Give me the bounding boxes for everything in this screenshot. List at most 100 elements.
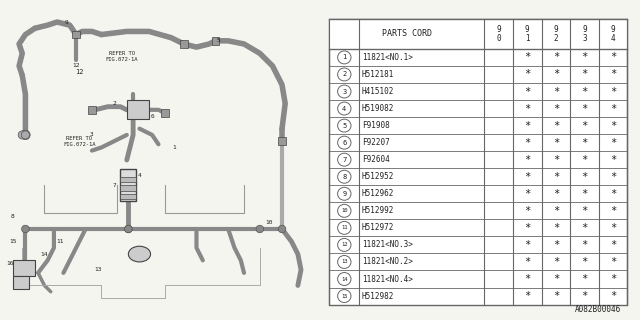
- Text: *: *: [610, 257, 616, 267]
- Text: *: *: [610, 240, 616, 250]
- Text: 10: 10: [266, 220, 273, 225]
- Circle shape: [338, 68, 351, 81]
- Text: *: *: [553, 291, 559, 301]
- Text: *: *: [553, 52, 559, 62]
- Text: *: *: [524, 291, 531, 301]
- Text: 9
0: 9 0: [497, 25, 501, 43]
- Text: 7: 7: [112, 183, 116, 188]
- Text: *: *: [553, 138, 559, 148]
- Text: *: *: [553, 189, 559, 199]
- Circle shape: [125, 225, 132, 233]
- Text: *: *: [524, 206, 531, 216]
- Text: *: *: [610, 223, 616, 233]
- Text: *: *: [553, 257, 559, 267]
- Circle shape: [22, 225, 29, 233]
- Text: *: *: [524, 104, 531, 114]
- Text: 11: 11: [341, 225, 348, 230]
- Text: 2: 2: [342, 71, 346, 77]
- Text: 11821<NO.3>: 11821<NO.3>: [362, 240, 413, 249]
- Bar: [212, 37, 220, 44]
- Text: 11: 11: [56, 239, 64, 244]
- Bar: [120, 169, 136, 201]
- Text: *: *: [553, 69, 559, 79]
- Text: *: *: [581, 52, 588, 62]
- Text: 14: 14: [341, 276, 348, 282]
- Text: F92207: F92207: [362, 138, 389, 147]
- Text: 9
3: 9 3: [582, 25, 587, 43]
- Text: *: *: [553, 223, 559, 233]
- Text: *: *: [581, 155, 588, 165]
- Text: *: *: [553, 240, 559, 250]
- Text: 7: 7: [342, 157, 346, 163]
- Text: *: *: [581, 240, 588, 250]
- Text: 3: 3: [342, 89, 346, 94]
- Circle shape: [125, 225, 132, 233]
- Text: *: *: [610, 274, 616, 284]
- Text: *: *: [581, 69, 588, 79]
- Circle shape: [21, 131, 29, 139]
- Text: 4: 4: [138, 173, 141, 178]
- Text: *: *: [553, 121, 559, 131]
- Text: *: *: [610, 138, 616, 148]
- Circle shape: [338, 221, 351, 234]
- Text: 15: 15: [9, 239, 17, 244]
- Text: *: *: [581, 274, 588, 284]
- Text: 6: 6: [150, 114, 154, 119]
- Circle shape: [338, 238, 351, 252]
- Text: *: *: [524, 189, 531, 199]
- Text: *: *: [610, 69, 616, 79]
- Text: 4: 4: [342, 106, 346, 112]
- Text: *: *: [581, 257, 588, 267]
- Text: 12: 12: [341, 243, 348, 247]
- Text: *: *: [610, 121, 616, 131]
- Text: REFER TO
FIG.072-1A: REFER TO FIG.072-1A: [106, 51, 138, 62]
- Circle shape: [338, 119, 351, 132]
- Text: 11821<NO.4>: 11821<NO.4>: [362, 275, 413, 284]
- Circle shape: [338, 204, 351, 217]
- Bar: [330, 19, 627, 49]
- Text: *: *: [610, 104, 616, 114]
- Text: *: *: [581, 172, 588, 182]
- Text: 12: 12: [72, 63, 80, 68]
- Bar: [161, 109, 168, 117]
- Circle shape: [338, 51, 351, 64]
- Text: *: *: [581, 206, 588, 216]
- Text: *: *: [524, 155, 531, 165]
- Text: 5: 5: [342, 123, 346, 129]
- Circle shape: [338, 255, 351, 268]
- Text: 11821<NO.1>: 11821<NO.1>: [362, 53, 413, 62]
- Text: 15: 15: [341, 293, 348, 299]
- Text: 10: 10: [341, 208, 348, 213]
- Text: 8: 8: [11, 214, 15, 219]
- Text: A082B00046: A082B00046: [575, 305, 621, 314]
- Bar: [13, 276, 29, 289]
- Text: *: *: [524, 274, 531, 284]
- Text: *: *: [553, 86, 559, 97]
- Text: *: *: [581, 223, 588, 233]
- Text: H512952: H512952: [362, 172, 394, 181]
- Text: *: *: [581, 104, 588, 114]
- Text: H512982: H512982: [362, 292, 394, 300]
- Text: *: *: [581, 189, 588, 199]
- Ellipse shape: [129, 246, 150, 262]
- Circle shape: [256, 225, 264, 233]
- Text: 11821<NO.2>: 11821<NO.2>: [362, 258, 413, 267]
- Circle shape: [338, 290, 351, 302]
- Text: 9
4: 9 4: [611, 25, 616, 43]
- Text: 8: 8: [342, 174, 346, 180]
- Text: *: *: [524, 172, 531, 182]
- Text: *: *: [581, 291, 588, 301]
- Text: 3: 3: [90, 132, 94, 137]
- Text: *: *: [524, 52, 531, 62]
- Bar: [278, 137, 286, 145]
- Text: REFER TO
FIG.072-1A: REFER TO FIG.072-1A: [63, 136, 95, 147]
- Circle shape: [338, 136, 351, 149]
- Text: *: *: [581, 138, 588, 148]
- Text: 16: 16: [6, 261, 13, 266]
- Text: *: *: [524, 69, 531, 79]
- Bar: [120, 185, 136, 191]
- Text: *: *: [610, 189, 616, 199]
- Circle shape: [338, 85, 351, 98]
- Circle shape: [338, 153, 351, 166]
- Text: *: *: [610, 291, 616, 301]
